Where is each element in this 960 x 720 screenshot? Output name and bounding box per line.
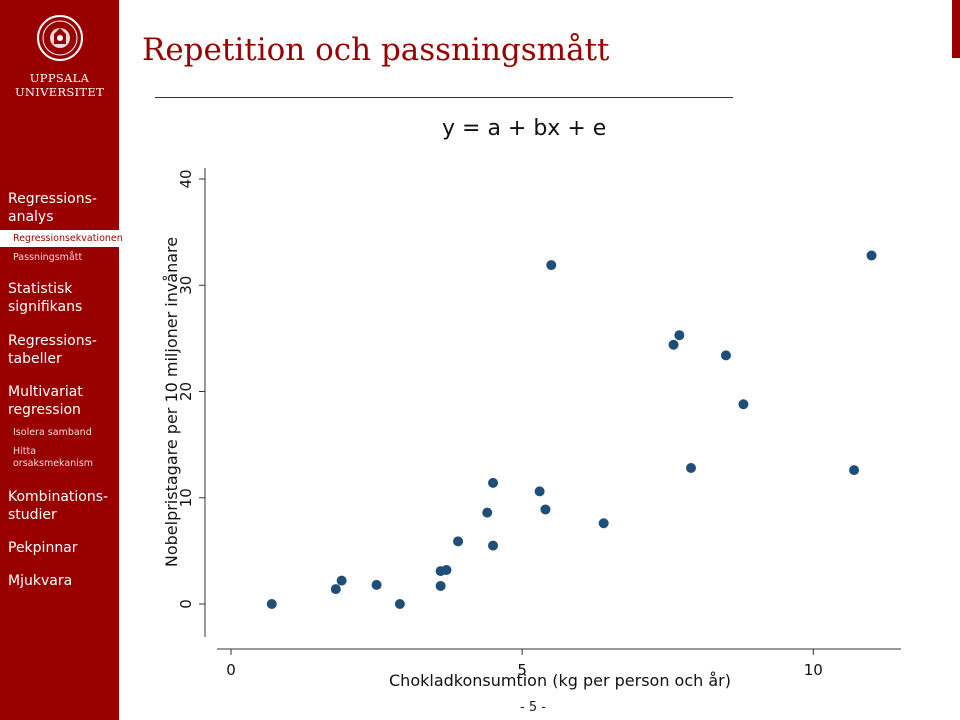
x-tick-label: 0 bbox=[226, 661, 236, 679]
nav-label: Regressions- bbox=[8, 191, 97, 207]
regression-formula: y = a + bx + e bbox=[442, 116, 606, 141]
scatter-chart: 0 10 20 30 40 0 5 10 Chokladkonsumtion (kg per p… bbox=[140, 150, 920, 702]
nav-sub-hitta-orsaksmekanism[interactable]: Hitta orsaksmekanism bbox=[13, 446, 93, 470]
y-tick-label: 10 bbox=[177, 488, 195, 507]
nav-label: signifikans bbox=[8, 299, 83, 315]
data-point bbox=[266, 599, 277, 609]
data-point bbox=[488, 477, 499, 488]
data-point bbox=[686, 463, 697, 473]
nav-label: tabeller bbox=[8, 351, 62, 367]
y-tick-label: 20 bbox=[177, 382, 195, 401]
y-tick-label: 0 bbox=[177, 599, 195, 609]
data-point bbox=[866, 250, 877, 261]
formula-text: y = a + bx + e bbox=[442, 116, 607, 141]
nav-sub-label: orsaksmekanism bbox=[13, 458, 94, 469]
data-point bbox=[441, 565, 452, 575]
title-divider bbox=[155, 97, 733, 98]
data-point bbox=[534, 486, 545, 497]
data-point bbox=[668, 339, 679, 350]
data-point bbox=[371, 579, 382, 590]
page-number: - 5 - bbox=[520, 700, 546, 715]
nav-sub-isolera-samband[interactable]: Isolera samband bbox=[13, 427, 92, 438]
nav-label: Multivariat bbox=[8, 384, 83, 400]
active-highlight bbox=[0, 230, 119, 247]
nav-regressionstabeller[interactable]: Regressions- tabeller bbox=[8, 332, 97, 368]
nav-label: studier bbox=[8, 507, 57, 523]
nav-label: regression bbox=[8, 402, 81, 418]
logo-text-line1: UPPSALA bbox=[29, 71, 90, 85]
data-point bbox=[336, 575, 347, 586]
data-point bbox=[482, 507, 493, 518]
nav-label: analys bbox=[8, 209, 54, 225]
chart-svg: 0 10 20 30 40 0 5 10 Chokladkonsumtion (kg per p… bbox=[162, 168, 901, 690]
data-point bbox=[453, 536, 464, 547]
data-point bbox=[540, 504, 551, 515]
nav-regressionsanalys[interactable]: Regressions- analys bbox=[8, 190, 97, 226]
data-point bbox=[598, 518, 609, 529]
data-point bbox=[394, 599, 405, 609]
y-axis-label: Nobelpristagare per 10 miljoner invånare bbox=[162, 237, 181, 567]
nav-pekpinnar[interactable]: Pekpinnar bbox=[8, 540, 78, 556]
nav-statistisk-signifikans[interactable]: Statistisk signifikans bbox=[8, 280, 82, 316]
nav-multivariat-regression[interactable]: Multivariat regression bbox=[8, 383, 83, 419]
data-point bbox=[546, 260, 557, 271]
sidebar: UPPSALA UNIVERSITET Regressions- analys … bbox=[0, 0, 123, 720]
page-title: Repetition och passningsmått bbox=[142, 32, 610, 68]
nav-sub-passningsmatt[interactable]: Passningsmått bbox=[13, 252, 83, 263]
corner-accent bbox=[952, 0, 960, 58]
y-tick-label: 30 bbox=[177, 276, 195, 295]
university-logo: UPPSALA UNIVERSITET bbox=[0, 14, 119, 99]
x-axis-label: Chokladkonsumtion (kg per person och år) bbox=[389, 671, 731, 690]
logo-text-line2: UNIVERSITET bbox=[14, 85, 105, 99]
x-tick-label: 5 bbox=[517, 661, 527, 679]
nav-kombinationsstudier[interactable]: Kombinations- studier bbox=[8, 488, 108, 524]
nav-mjukvara[interactable]: Mjukvara bbox=[8, 573, 73, 589]
nav-label: Statistisk bbox=[8, 281, 73, 297]
data-point bbox=[435, 580, 446, 591]
x-tick-label: 10 bbox=[804, 661, 823, 679]
data-point bbox=[849, 465, 860, 476]
data-point bbox=[488, 540, 499, 551]
y-tick-label: 40 bbox=[177, 169, 195, 188]
data-point bbox=[720, 350, 731, 361]
data-point bbox=[674, 330, 685, 341]
nav-label: Regressions- bbox=[8, 333, 97, 349]
data-point bbox=[738, 399, 749, 410]
university-seal-icon bbox=[36, 15, 83, 61]
nav-sub-label: Hitta bbox=[13, 446, 37, 457]
nav-sub-regressionsekvationen[interactable]: Regressionsekvationen bbox=[13, 233, 123, 244]
data-point bbox=[330, 584, 341, 595]
nav-label: Kombinations- bbox=[8, 489, 109, 505]
